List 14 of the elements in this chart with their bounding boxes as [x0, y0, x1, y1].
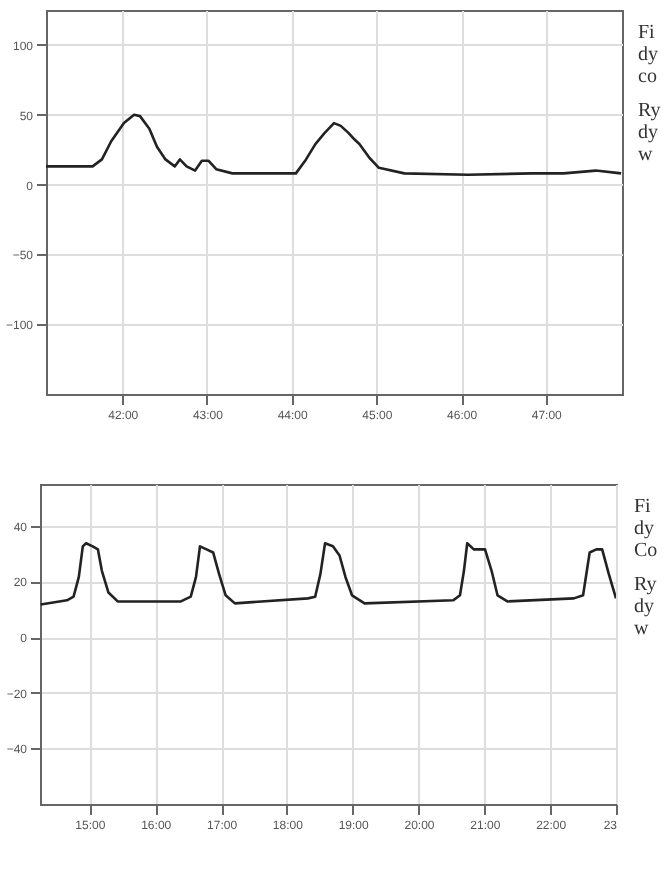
text: Fi: [638, 22, 657, 44]
line-series: [46, 113, 622, 177]
text: dy: [634, 518, 656, 540]
text: Fi: [634, 496, 653, 518]
text: w: [634, 618, 651, 640]
text: co: [638, 66, 659, 88]
text: Ry: [634, 574, 658, 596]
text: dy: [638, 44, 660, 66]
text: Ry: [638, 100, 661, 122]
text: Co: [634, 540, 658, 562]
text: dy: [634, 596, 656, 618]
line-series: [40, 541, 616, 606]
text: w: [638, 144, 655, 166]
text: dy: [638, 122, 660, 144]
